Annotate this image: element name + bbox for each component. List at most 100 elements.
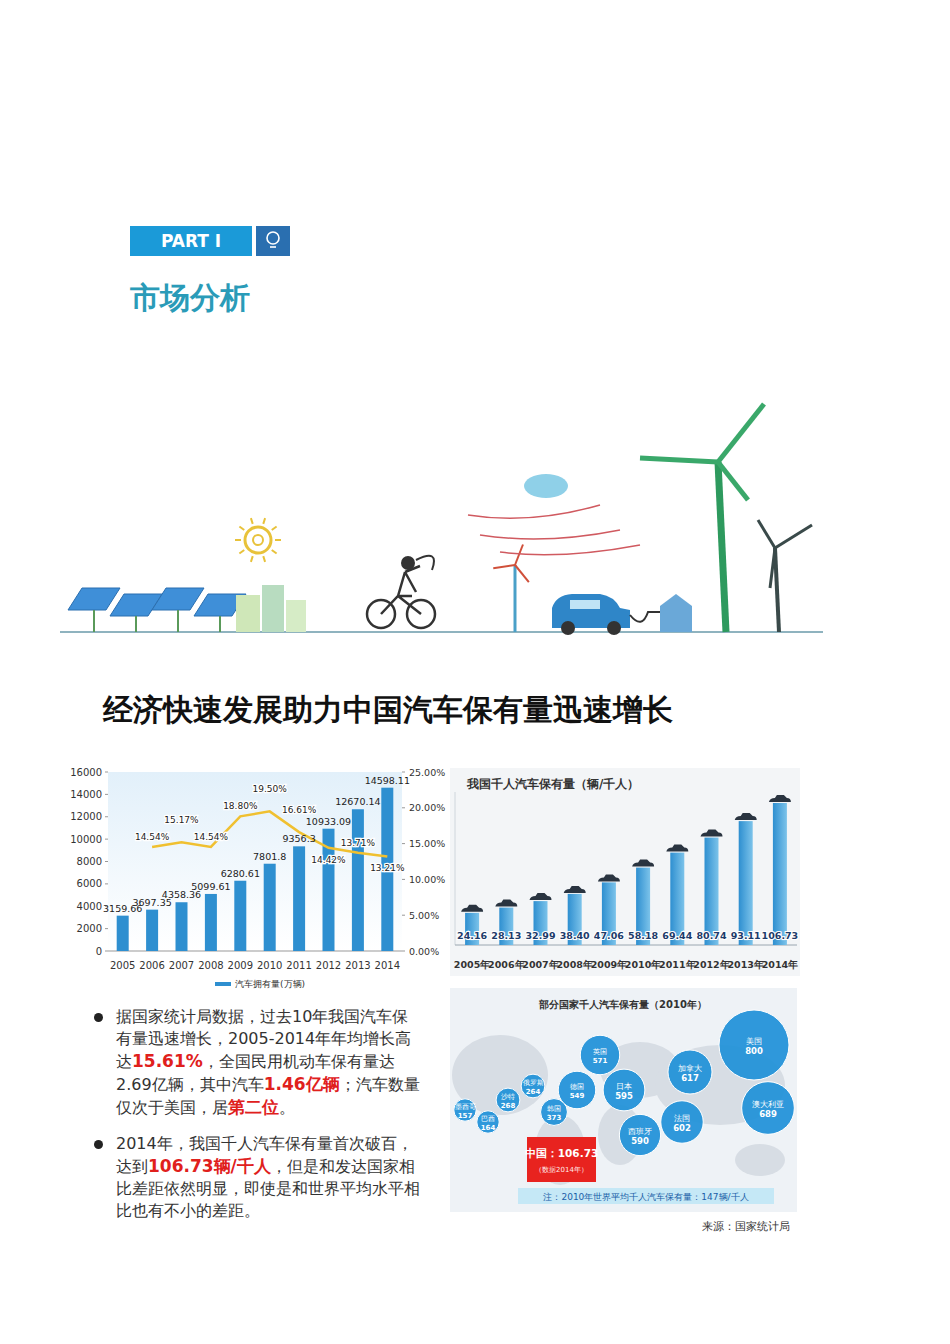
sun-ray — [275, 539, 281, 541]
solar-post — [135, 616, 137, 632]
bar — [264, 864, 276, 951]
x-tick-label: 2010 — [257, 960, 282, 971]
sun-ray — [263, 556, 265, 562]
y-tick — [105, 816, 108, 817]
sun — [253, 535, 263, 545]
x-tick-label: 2012 — [316, 960, 341, 971]
y-axis — [455, 792, 456, 945]
bubble-name: 西班牙 — [628, 1127, 652, 1136]
y-tick-label: 8000 — [77, 856, 102, 867]
car-window — [570, 600, 600, 609]
data-labels: 24.1628.1332.9938.4047.0658.1869.4480.74… — [457, 930, 798, 941]
blade — [515, 565, 529, 582]
marks — [465, 803, 787, 945]
china-box — [527, 1137, 596, 1182]
chart-1: 02000400060008000100001200014000160000.0… — [70, 767, 445, 990]
y2-tick — [402, 915, 405, 916]
bar-label: 93.11 — [731, 930, 761, 941]
car-icon — [701, 830, 723, 837]
x-tick-label: 2013 — [345, 960, 370, 971]
bar — [705, 838, 719, 945]
bubble — [742, 1082, 795, 1135]
bubble — [496, 1088, 520, 1112]
bar-label: 10933.09 — [306, 816, 351, 827]
y2-tick-label: 15.00% — [409, 838, 445, 849]
bubble-value: 689 — [759, 1109, 777, 1119]
scarf — [416, 556, 434, 570]
continent — [735, 1144, 785, 1176]
cloud — [524, 474, 568, 498]
building — [262, 585, 284, 632]
bar — [352, 809, 364, 951]
bullet: 据国家统计局数据，过去10年我国汽车保有量迅速增长，2005-2014年年均增长… — [92, 1006, 422, 1119]
bar-label: 6280.61 — [221, 868, 260, 879]
bubble — [558, 1071, 596, 1109]
y-tick-label: 6000 — [77, 878, 102, 889]
chart-title: 部分国家千人汽车保有量（2010年） — [538, 999, 707, 1010]
emphasis-text: 1.46亿辆 — [264, 1074, 340, 1094]
y-tick-label: 10000 — [70, 834, 102, 845]
bubble — [719, 1010, 789, 1080]
x-tick-label: 2014年 — [762, 959, 798, 970]
cyclist — [381, 566, 421, 614]
x-tick-label: 2014 — [375, 960, 400, 971]
x-tick-label: 2009 — [228, 960, 253, 971]
line-label: 14.42% — [311, 855, 346, 865]
car-icon — [632, 860, 654, 867]
bubble-name: 墨西哥 — [455, 1103, 476, 1111]
y2-tick — [402, 951, 405, 952]
sun-ray — [251, 518, 253, 524]
bubble-value: 590 — [631, 1136, 649, 1146]
page-title: 经济快速发展助力中国汽车保有量迅速增长 — [102, 692, 673, 727]
marks — [117, 788, 394, 951]
x-tick-label: 2011年 — [659, 959, 695, 970]
y2-tick-label: 25.00% — [409, 767, 445, 778]
bullet-list: 据国家统计局数据，过去10年我国汽车保有量迅速增长，2005-2014年年均增长… — [92, 1006, 422, 1236]
bubbles — [454, 1010, 795, 1156]
x-tick-label: 2011 — [286, 960, 311, 971]
bubble — [477, 1111, 499, 1133]
bar-label: 58.18 — [628, 930, 658, 941]
windmill-large — [718, 462, 726, 632]
bubble-name: 日本 — [616, 1082, 632, 1091]
legend-swatch — [215, 982, 231, 986]
line-label: 13.21% — [370, 863, 405, 873]
solar-panel — [110, 594, 162, 616]
line-label: 13.71% — [341, 838, 376, 848]
emphasis-text: 106.73辆/千人 — [148, 1156, 271, 1176]
bar — [117, 916, 129, 951]
solar-panel — [68, 588, 120, 610]
data-labels: 3159.663697.354358.365099.616280.617801.… — [103, 775, 410, 914]
y2-tick-label: 5.00% — [409, 910, 439, 921]
bubble-name: 沙特 — [501, 1093, 515, 1101]
sun-ray — [263, 518, 265, 524]
windmill-medium — [775, 548, 779, 632]
panel — [450, 768, 800, 976]
line-label: 14.54% — [194, 832, 229, 842]
car-icon — [564, 886, 586, 893]
bullet-dot — [94, 1013, 103, 1022]
sun-ray — [239, 526, 244, 530]
car-icon — [769, 795, 791, 802]
x-tick-label: 2009年 — [591, 959, 627, 970]
car-icon — [495, 900, 517, 907]
y2-tick — [402, 879, 405, 880]
y-tick — [105, 928, 108, 929]
bar-label: 5099.61 — [191, 881, 230, 892]
blade — [775, 525, 812, 548]
bubble-value: 617 — [681, 1073, 699, 1083]
line-label: 16.61% — [282, 805, 317, 815]
wind-streak — [468, 505, 600, 518]
bar-label: 38.40 — [560, 930, 590, 941]
y-tick — [105, 839, 108, 840]
blade — [758, 520, 775, 548]
car-icons — [461, 795, 791, 912]
section-title: 市场分析 — [129, 280, 250, 315]
bar — [146, 910, 158, 951]
bubble-value: 571 — [593, 1057, 608, 1065]
line-label: 18.80% — [223, 801, 258, 811]
house — [660, 594, 692, 632]
bubble-value: 264 — [526, 1088, 541, 1096]
bubble-value: 373 — [547, 1114, 562, 1122]
bubble-labels: 墨西哥157巴西164沙特268俄罗斯264韩国373德国549英国571日本5… — [455, 1037, 785, 1146]
